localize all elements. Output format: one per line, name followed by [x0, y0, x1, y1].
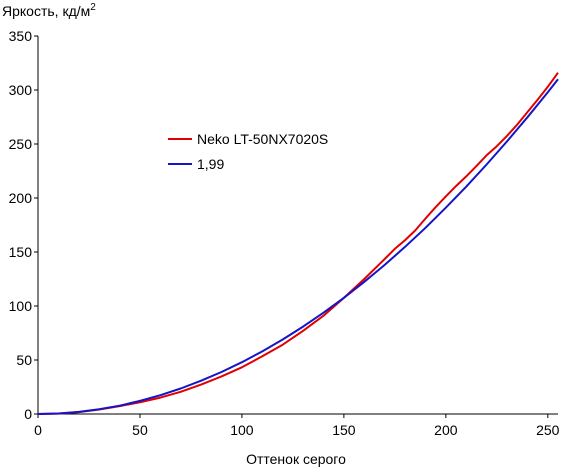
y-tick-label: 350: [9, 28, 33, 44]
series-line-gamma: [37, 78, 559, 415]
x-tick-label: 250: [536, 422, 560, 438]
y-tick-label: 200: [9, 190, 33, 206]
y-tick-label: 0: [24, 406, 32, 422]
series-layer: [37, 72, 559, 415]
y-tick-label: 300: [9, 82, 33, 98]
y-tick-label: 50: [16, 352, 32, 368]
legend: Neko LT-50NX7020S 1,99: [168, 131, 328, 172]
x-tick-label: 150: [332, 422, 356, 438]
x-axis-title: Оттенок серого: [246, 451, 346, 467]
x-axis-ticks: 0 50 100 150 200 250: [34, 414, 560, 438]
legend-label-gamma: 1,99: [197, 156, 224, 172]
y-tick-label: 150: [9, 244, 33, 260]
x-tick-label: 0: [34, 422, 42, 438]
x-tick-label: 50: [132, 422, 148, 438]
y-axis-ticks: 0 50 100 150 200 250 300 350: [9, 28, 38, 422]
plot-frame: [37, 36, 558, 415]
series-line-neko: [37, 72, 559, 415]
x-tick-label: 200: [434, 422, 458, 438]
legend-label-neko: Neko LT-50NX7020S: [197, 131, 328, 147]
x-tick-label: 100: [230, 422, 254, 438]
y-axis-title-superscript: 2: [90, 2, 96, 13]
y-axis-title: Яркость, кд/м2: [2, 2, 96, 19]
y-axis-title-text: Яркость, кд/м: [2, 3, 90, 19]
y-tick-label: 250: [9, 136, 33, 152]
y-tick-label: 100: [9, 298, 33, 314]
